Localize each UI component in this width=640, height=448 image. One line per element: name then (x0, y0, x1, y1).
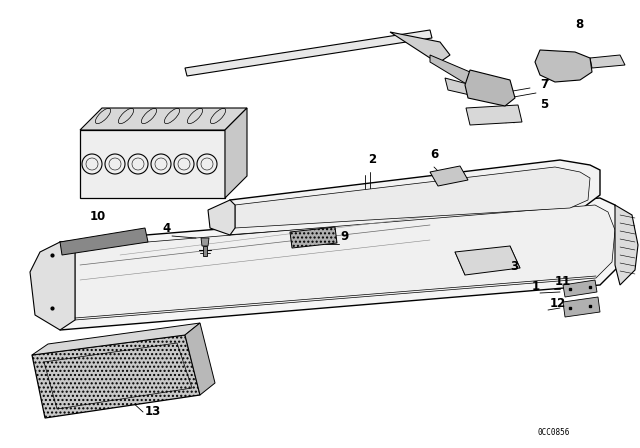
Polygon shape (390, 32, 450, 62)
Polygon shape (466, 105, 522, 125)
Polygon shape (60, 198, 622, 330)
Polygon shape (208, 200, 235, 235)
Text: 9: 9 (340, 230, 348, 243)
Polygon shape (563, 280, 597, 297)
Text: 10: 10 (90, 210, 106, 223)
Polygon shape (60, 228, 148, 255)
Polygon shape (430, 166, 468, 186)
Polygon shape (75, 205, 615, 320)
Polygon shape (30, 242, 75, 330)
Text: 7: 7 (540, 78, 548, 91)
Polygon shape (535, 50, 592, 82)
Text: 1: 1 (532, 280, 540, 293)
Polygon shape (563, 297, 600, 317)
Polygon shape (185, 323, 215, 395)
Polygon shape (290, 227, 337, 248)
Polygon shape (230, 160, 600, 235)
Text: 0CC0856: 0CC0856 (538, 428, 570, 437)
Text: 12: 12 (550, 297, 566, 310)
Text: 4: 4 (162, 222, 170, 235)
Polygon shape (203, 246, 207, 256)
Polygon shape (80, 130, 225, 198)
Polygon shape (455, 246, 520, 275)
Polygon shape (201, 238, 209, 246)
Text: 2: 2 (368, 153, 376, 166)
Polygon shape (80, 108, 247, 130)
Text: 11: 11 (555, 275, 572, 288)
Text: 5: 5 (540, 98, 548, 111)
Text: 8: 8 (575, 18, 583, 31)
Polygon shape (430, 55, 478, 85)
Polygon shape (32, 335, 200, 418)
Polygon shape (185, 30, 432, 76)
Polygon shape (235, 167, 590, 228)
Text: 6: 6 (430, 148, 438, 161)
Polygon shape (225, 108, 247, 198)
Polygon shape (32, 323, 200, 355)
Polygon shape (465, 70, 515, 106)
Polygon shape (615, 205, 638, 285)
Polygon shape (590, 55, 625, 68)
Text: 3: 3 (510, 260, 518, 273)
Polygon shape (445, 78, 492, 100)
Text: 13: 13 (145, 405, 161, 418)
